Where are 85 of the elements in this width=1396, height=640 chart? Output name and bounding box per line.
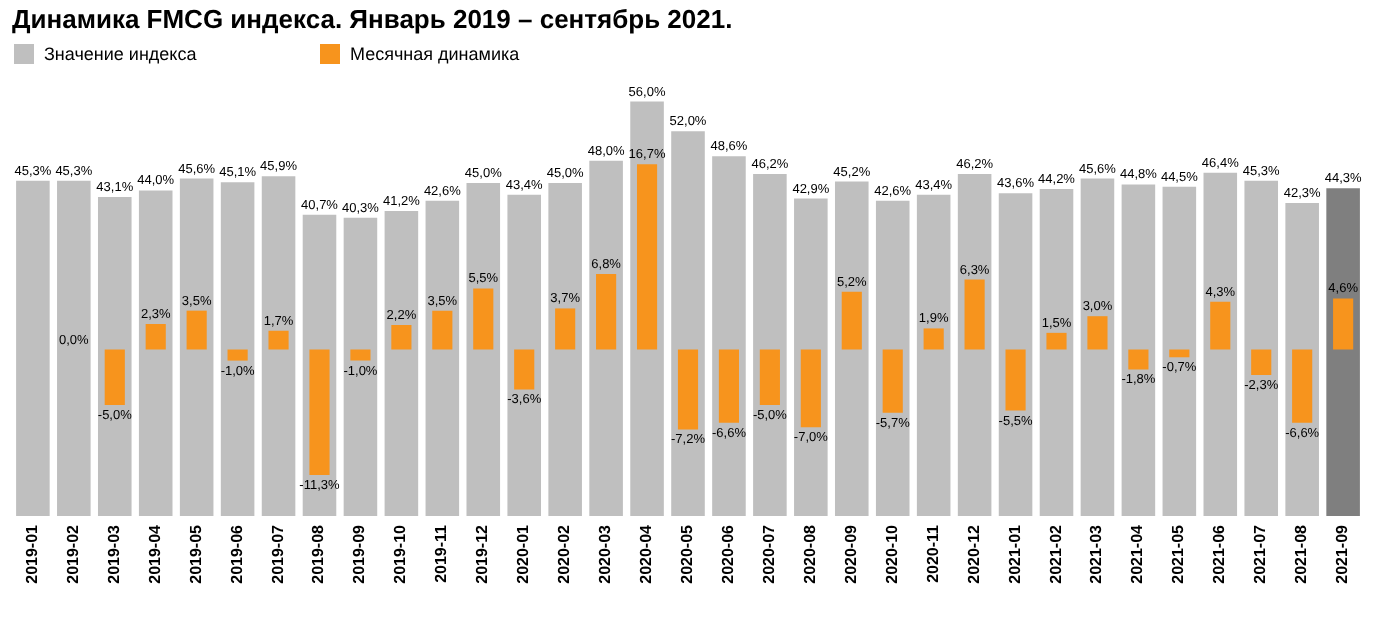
bar <box>57 180 91 516</box>
x-tick-label: 2019-10 <box>391 523 410 584</box>
bar <box>261 176 296 516</box>
chart-title: Динамика FMCG индекса. Январь 2019 – сентябрь 2021. <box>12 4 733 34</box>
bar <box>800 349 821 428</box>
x-tick-label: 2019-06 <box>227 523 246 584</box>
bar <box>1210 301 1231 350</box>
bar <box>555 308 576 350</box>
x-tick-label: 2020-02 <box>555 523 574 584</box>
bar <box>882 349 903 413</box>
x-tick-label: 2021-05 <box>1169 523 1188 584</box>
bar <box>1039 188 1074 516</box>
bar <box>138 190 173 516</box>
x-tick-label: 2020-09 <box>841 523 860 584</box>
bar <box>923 328 944 350</box>
x-tick-label: 2019-05 <box>186 523 205 584</box>
x-tick-label: 2020-12 <box>964 523 983 584</box>
x-tick-label: 2019-11 <box>432 523 451 583</box>
bar <box>384 211 419 516</box>
bar <box>548 183 582 516</box>
bar <box>227 349 248 361</box>
bar <box>964 279 985 350</box>
bar <box>677 349 699 430</box>
bar <box>1046 332 1067 350</box>
bar <box>753 174 787 516</box>
x-tick-label: 2019-09 <box>350 523 369 584</box>
bar <box>718 349 740 423</box>
x-tick-label: 2019-01 <box>22 523 41 584</box>
x-tick-label: 2020-04 <box>637 523 656 584</box>
bar <box>1005 349 1026 411</box>
bar <box>514 349 535 390</box>
bar <box>1080 178 1115 516</box>
x-tick-label: 2020-06 <box>718 523 737 584</box>
bar <box>759 349 780 405</box>
bar <box>636 164 658 350</box>
x-tick-label: 2021-01 <box>1005 523 1024 584</box>
bar <box>596 274 617 350</box>
bar <box>1244 180 1279 516</box>
bar <box>425 200 460 516</box>
x-tick-label: 2019-03 <box>104 523 123 584</box>
bar <box>309 349 330 475</box>
bar <box>916 194 951 516</box>
bar <box>16 180 50 516</box>
bar <box>220 182 255 516</box>
x-tick-label: 2019-12 <box>473 523 492 584</box>
x-tick-label: 2021-07 <box>1251 523 1270 584</box>
bar <box>432 310 453 350</box>
x-tick-label: 2020-03 <box>596 523 615 584</box>
bar <box>179 178 214 516</box>
x-tick-label: 2021-06 <box>1210 523 1229 584</box>
bar <box>1087 316 1108 350</box>
x-tick-label: 2021-03 <box>1087 523 1106 584</box>
x-tick-label: 2020-08 <box>800 523 819 584</box>
bar <box>1333 298 1354 350</box>
bar <box>1203 172 1238 516</box>
bar <box>507 194 542 516</box>
x-tick-label: 2021-04 <box>1128 523 1147 584</box>
x-tick-label: 2020-11 <box>923 523 942 583</box>
x-tick-label: 2020-01 <box>514 523 533 584</box>
bar <box>268 330 289 350</box>
bar <box>145 323 166 350</box>
bar <box>391 325 412 350</box>
x-tick-label: 2019-08 <box>309 523 328 584</box>
x-tick-label: 2019-04 <box>145 523 164 584</box>
bar <box>1292 349 1313 423</box>
x-tick-label: 2020-10 <box>882 523 901 584</box>
bar <box>186 310 207 350</box>
bar <box>1162 186 1197 516</box>
bar <box>104 349 125 405</box>
bar <box>473 288 494 350</box>
x-tick-label: 2020-05 <box>678 523 696 584</box>
x-tick-label: 2021-08 <box>1292 523 1311 584</box>
bar <box>841 291 862 350</box>
bar <box>350 349 371 361</box>
x-tick-label: 2019-07 <box>268 523 287 584</box>
legend-label: Месячная динамика <box>350 44 520 64</box>
x-tick-label: 2019-02 <box>63 523 82 584</box>
x-tick-label: 2021-02 <box>1046 523 1065 584</box>
x-tick-label: 2020-07 <box>759 523 778 584</box>
x-tick-label: 2021-09 <box>1333 523 1352 584</box>
bar <box>1251 349 1272 376</box>
legend-label: Значение индекса <box>44 44 197 64</box>
bar <box>1128 349 1149 370</box>
bar <box>1121 184 1156 516</box>
bar <box>343 217 378 516</box>
